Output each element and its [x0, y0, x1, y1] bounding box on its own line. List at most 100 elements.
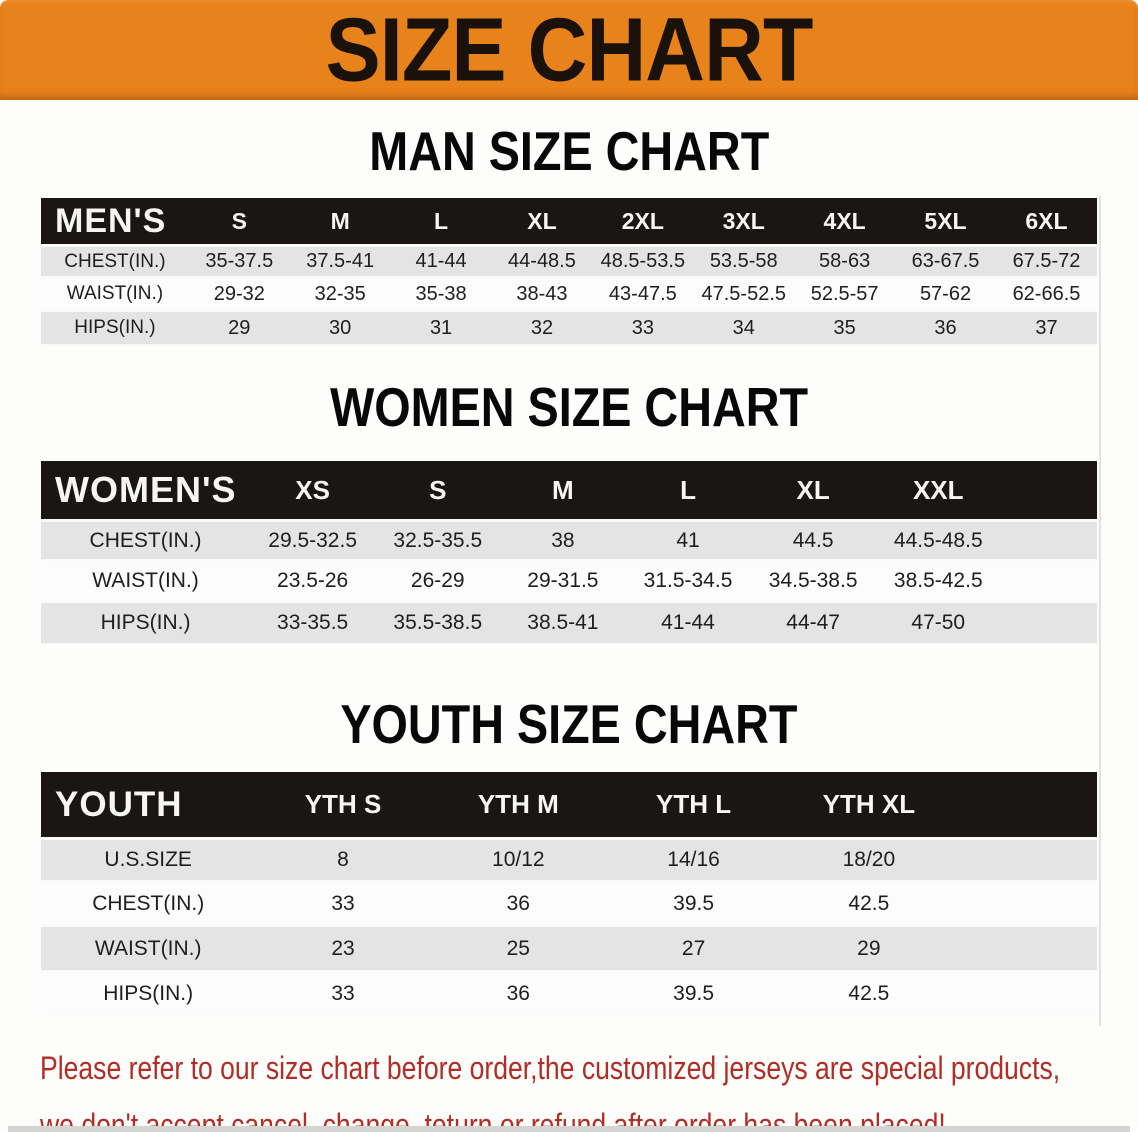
youth-section-title-text: YOUTH SIZE CHART — [340, 693, 798, 755]
youth-size-section: YOUTH SIZE CHART YOUTH YTH S YTH M YTH L YTH… — [0, 697, 1138, 1017]
youth-value-cell: 39.5 — [605, 882, 782, 927]
women-header-spacer — [1000, 461, 1097, 519]
youth-size-table: YOUTH YTH S YTH M YTH L YTH XL U.S.SIZE 8 10/12… — [41, 772, 1097, 1017]
women-size-header: XL — [750, 461, 876, 519]
women-value-cell: 44-47 — [750, 603, 876, 645]
men-value-cell: 35-38 — [390, 278, 492, 312]
women-measure-row: CHEST(IN.) 29.5-32.5 32.5-35.5 38 41 44.5 44.5… — [41, 519, 1097, 561]
men-value-cell: 35-37.5 — [188, 244, 290, 278]
women-header-row: WOMEN'S XS S M L XL XXL — [41, 461, 1097, 519]
men-section-title: MAN SIZE CHART — [0, 124, 1138, 179]
men-value-cell: 29 — [188, 312, 290, 346]
men-value-cell: 48.5-53.5 — [592, 244, 694, 278]
women-value-cell: 23.5-26 — [250, 561, 376, 603]
women-row-spacer — [1000, 603, 1097, 645]
women-size-table: WOMEN'S XS S M L XL XXL CHEST(IN.) 29.5-32.5 32.5… — [41, 461, 1097, 645]
men-size-header: 5XL — [895, 198, 996, 244]
men-size-header: XL — [491, 198, 593, 244]
men-value-cell: 37 — [995, 312, 1097, 346]
youth-row-label: HIPS(IN.) — [41, 972, 256, 1017]
men-size-header: 6XL — [995, 198, 1097, 244]
men-value-cell: 58-63 — [794, 244, 896, 278]
men-row-label: WAIST(IN.) — [41, 278, 189, 312]
men-value-cell: 62-66.5 — [995, 278, 1097, 312]
women-value-cell: 33-35.5 — [250, 603, 376, 645]
youth-measure-row: CHEST(IN.) 33 36 39.5 42.5 — [41, 882, 1097, 927]
men-measure-row: CHEST(IN.) 35-37.5 37.5-41 41-44 44-48.5 48.5… — [41, 244, 1097, 278]
youth-row-label: U.S.SIZE — [41, 837, 256, 882]
youth-value-cell: 42.5 — [781, 882, 957, 927]
youth-value-cell: 10/12 — [430, 837, 606, 882]
men-size-section: MAN SIZE CHART MEN'S S M L XL 2XL 3XL 4XL 5XL 6XL… — [0, 124, 1138, 346]
women-size-header: XS — [250, 461, 376, 519]
men-value-cell: 33 — [592, 312, 694, 346]
youth-size-header: YTH S — [255, 772, 431, 837]
youth-section-title: YOUTH SIZE CHART — [0, 697, 1138, 752]
order-notice: Please refer to our size chart before or… — [40, 1043, 1138, 1132]
men-size-header: 4XL — [794, 198, 896, 244]
men-value-cell: 34 — [693, 312, 795, 346]
men-value-cell: 31 — [390, 312, 492, 346]
women-row-label: WAIST(IN.) — [41, 561, 251, 603]
notice-line-1: Please refer to our size chart before or… — [40, 1043, 1138, 1100]
bottom-strip — [8, 1126, 1130, 1132]
women-value-cell: 29-31.5 — [500, 561, 626, 603]
men-section-title-text: MAN SIZE CHART — [369, 120, 769, 182]
women-value-cell: 31.5-34.5 — [625, 561, 751, 603]
men-value-cell: 32-35 — [289, 278, 391, 312]
youth-value-cell: 42.5 — [781, 972, 957, 1017]
women-value-cell: 44.5 — [750, 519, 876, 561]
youth-value-cell: 29 — [781, 927, 957, 972]
women-row-label: CHEST(IN.) — [41, 519, 251, 561]
youth-measure-row: U.S.SIZE 8 10/12 14/16 18/20 — [41, 837, 1097, 882]
women-value-cell: 38 — [500, 519, 626, 561]
men-measure-row: WAIST(IN.) 29-32 32-35 35-38 38-43 43-47.5 47.… — [41, 278, 1097, 312]
women-value-cell: 38.5-41 — [500, 603, 626, 645]
men-size-header: 2XL — [592, 198, 694, 244]
men-value-cell: 44-48.5 — [491, 244, 593, 278]
men-value-cell: 32 — [491, 312, 593, 346]
men-value-cell: 37.5-41 — [289, 244, 391, 278]
women-value-cell: 34.5-38.5 — [750, 561, 876, 603]
women-value-cell: 41 — [625, 519, 751, 561]
youth-row-label: WAIST(IN.) — [41, 927, 256, 972]
women-section-title: WOMEN SIZE CHART — [0, 380, 1138, 435]
youth-corner-label: YOUTH — [41, 772, 256, 837]
youth-row-spacer — [956, 882, 1097, 927]
men-value-cell: 38-43 — [491, 278, 593, 312]
youth-row-spacer — [956, 837, 1097, 882]
women-value-cell: 44.5-48.5 — [875, 519, 1001, 561]
women-row-spacer — [1000, 561, 1097, 603]
women-value-cell: 47-50 — [875, 603, 1001, 645]
table-right-edge-line — [1099, 196, 1101, 1026]
women-size-header: M — [500, 461, 626, 519]
men-value-cell: 63-67.5 — [895, 244, 996, 278]
women-value-cell: 32.5-35.5 — [375, 519, 501, 561]
men-value-cell: 57-62 — [895, 278, 996, 312]
women-section-title-text: WOMEN SIZE CHART — [330, 376, 808, 438]
men-value-cell: 52.5-57 — [794, 278, 896, 312]
youth-value-cell: 27 — [605, 927, 782, 972]
youth-header-row: YOUTH YTH S YTH M YTH L YTH XL — [41, 772, 1097, 837]
men-value-cell: 47.5-52.5 — [693, 278, 795, 312]
women-size-header: S — [375, 461, 501, 519]
men-value-cell: 53.5-58 — [693, 244, 795, 278]
men-header-row: MEN'S S M L XL 2XL 3XL 4XL 5XL 6XL — [41, 198, 1097, 244]
youth-value-cell: 36 — [430, 972, 606, 1017]
men-size-table: MEN'S S M L XL 2XL 3XL 4XL 5XL 6XL CHEST(IN.) 35-37… — [41, 198, 1097, 346]
women-value-cell: 26-29 — [375, 561, 501, 603]
men-value-cell: 41-44 — [390, 244, 492, 278]
youth-value-cell: 18/20 — [781, 837, 957, 882]
men-value-cell: 36 — [895, 312, 996, 346]
women-corner-label: WOMEN'S — [41, 461, 251, 519]
youth-measure-row: HIPS(IN.) 33 36 39.5 42.5 — [41, 972, 1097, 1017]
youth-value-cell: 8 — [255, 837, 431, 882]
page-title: SIZE CHART — [325, 0, 814, 100]
youth-row-label: CHEST(IN.) — [41, 882, 256, 927]
youth-measure-row: WAIST(IN.) 23 25 27 29 — [41, 927, 1097, 972]
men-value-cell: 35 — [794, 312, 896, 346]
women-measure-row: WAIST(IN.) 23.5-26 26-29 29-31.5 31.5-34.5 34… — [41, 561, 1097, 603]
men-size-header: M — [289, 198, 391, 244]
men-corner-label: MEN'S — [41, 198, 189, 244]
